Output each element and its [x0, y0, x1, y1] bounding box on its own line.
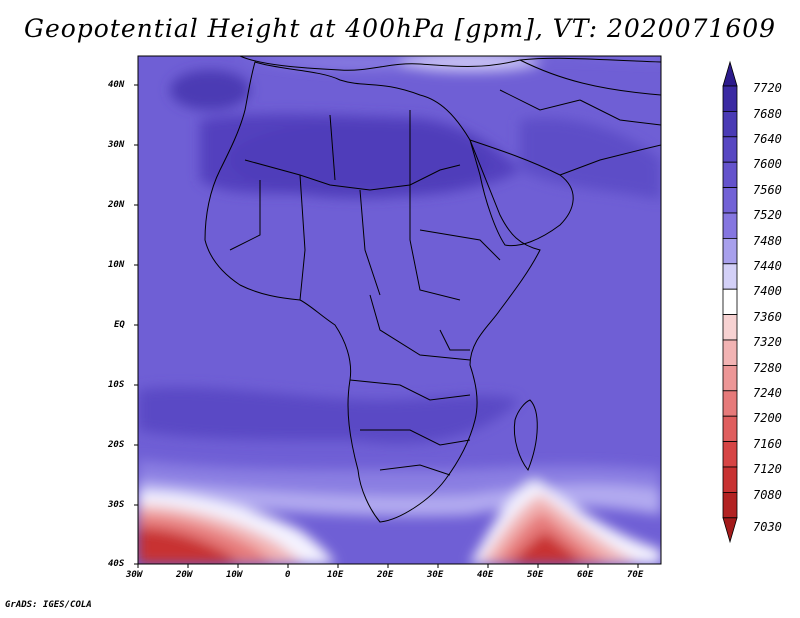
colorbar-box	[722, 85, 738, 112]
lon-label-20e: 20E	[377, 570, 394, 580]
colorbar-label: 7030	[753, 520, 782, 534]
colorbar-box	[722, 491, 738, 519]
colorbar-box	[722, 263, 738, 290]
colorbar-label: 7480	[753, 234, 782, 248]
lat-label-20s: 20S	[108, 440, 125, 450]
colorbar-box	[722, 288, 738, 316]
colorbar-box	[722, 415, 738, 443]
lat-label-10s: 10S	[108, 380, 125, 390]
colorbar-label: 7160	[753, 437, 782, 451]
colorbar-label: 7400	[753, 284, 782, 298]
colorbar-label: 7440	[753, 259, 782, 273]
colorbar-label: 7200	[753, 411, 782, 425]
colorbar-label: 7080	[753, 488, 782, 502]
colorbar-bottom-arrow	[722, 517, 738, 544]
colorbar-label: 7360	[753, 310, 782, 324]
colorbar-label: 7240	[753, 386, 782, 400]
colorbar-box	[722, 161, 738, 188]
colorbar-top-arrow	[722, 60, 738, 87]
colorbar-label: 7280	[753, 361, 782, 375]
colorbar-label: 7680	[753, 107, 782, 121]
colorbar-label: 7600	[753, 157, 782, 171]
lon-label-60e: 60E	[577, 570, 594, 580]
lon-label-30e: 30E	[427, 570, 444, 580]
colorbar-box	[722, 339, 738, 366]
lon-label-50e: 50E	[527, 570, 544, 580]
colorbar-box	[722, 212, 738, 239]
colorbar-label: 7640	[753, 132, 782, 146]
colorbar-label: 7560	[753, 183, 782, 197]
colorbar	[722, 60, 738, 544]
colorbar-label: 7520	[753, 208, 782, 222]
lat-label-10n: 10N	[108, 260, 125, 270]
lon-label-10e: 10E	[327, 570, 344, 580]
map-title: Geopotential Height at 400hPa [gpm], VT:…	[23, 14, 777, 43]
lat-label-30s: 30S	[108, 500, 125, 510]
colorbar-box	[722, 187, 738, 214]
colorbar-box	[722, 237, 738, 265]
colorbar-box	[722, 136, 738, 163]
colorbar-box	[722, 111, 738, 138]
lat-label-40s: 40S	[108, 559, 125, 569]
colorbar-box	[722, 466, 738, 493]
lat-label-20n: 20N	[108, 200, 125, 210]
height-field	[138, 56, 661, 564]
colorbar-box	[722, 390, 738, 417]
lat-label-40n: 40N	[108, 80, 125, 90]
colorbar-box	[722, 364, 738, 392]
lon-label-20w: 20W	[176, 570, 193, 580]
colorbar-box	[722, 441, 738, 468]
map-frame	[137, 55, 662, 565]
lat-label-30n: 30N	[108, 140, 125, 150]
lon-label-0: 0	[285, 570, 291, 580]
lon-label-10w: 10W	[226, 570, 243, 580]
colorbar-label: 7120	[753, 462, 782, 476]
footer-credit: GrADS: IGES/COLA	[5, 600, 92, 610]
lon-label-70e: 70E	[627, 570, 644, 580]
colorbar-label: 7720	[753, 81, 782, 95]
lon-label-30w: 30W	[126, 570, 143, 580]
colorbar-box	[722, 314, 738, 341]
colorbar-label: 7320	[753, 335, 782, 349]
lat-label-eq: EQ	[114, 320, 125, 330]
lon-label-40e: 40E	[477, 570, 494, 580]
